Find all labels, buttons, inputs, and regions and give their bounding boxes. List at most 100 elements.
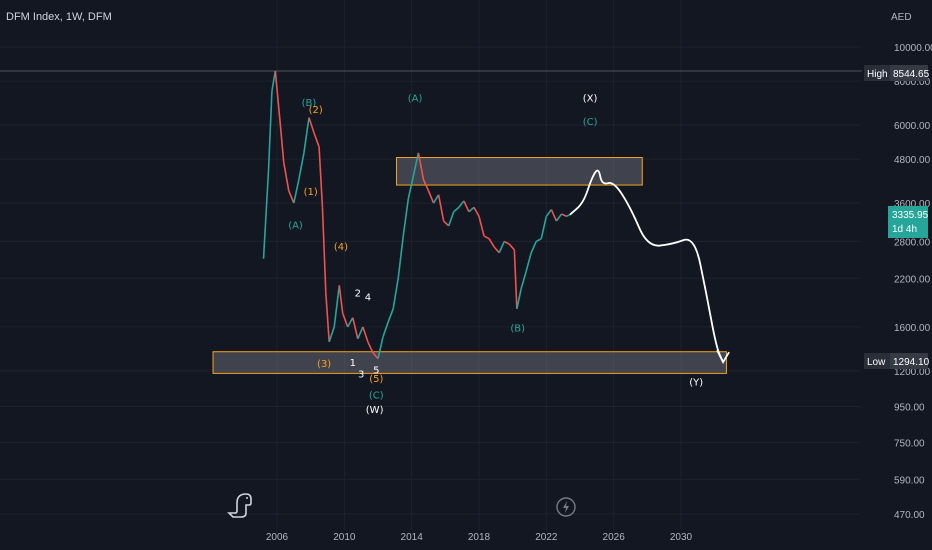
projection-line: [569, 169, 724, 363]
countdown-label: 1d 4h: [892, 224, 917, 235]
x-axis: 2006 2010 2014 2018 2022 2026 2030: [266, 532, 693, 543]
price-segment: [473, 206, 480, 217]
price-segment: [313, 132, 320, 148]
price-segment: [520, 271, 527, 290]
price-segment: [566, 213, 571, 218]
price-segment: [498, 241, 505, 254]
wave-label: 1: [350, 358, 356, 369]
price-segment: [503, 240, 510, 245]
price-segment: [550, 209, 558, 222]
x-tick-label: 2030: [670, 532, 693, 543]
price-segment: [478, 216, 485, 237]
price-segment: [338, 285, 344, 314]
y-tick-label: 1200.00: [894, 367, 931, 378]
price-segment: [561, 213, 567, 218]
wave-label: (C): [369, 391, 384, 402]
price-segment: [346, 317, 354, 328]
price-segment: [412, 152, 420, 177]
price-segment: [325, 292, 330, 342]
price-segment: [555, 213, 563, 222]
lightning-icon[interactable]: [556, 497, 576, 517]
x-tick-label: 2026: [603, 532, 626, 543]
price-segment: [397, 235, 405, 279]
projection-path: [569, 169, 730, 365]
wave-label: (A): [408, 93, 423, 104]
price-segment: [437, 194, 445, 222]
price-segment: [357, 326, 364, 340]
price-segment: [407, 175, 415, 200]
price-segment: [427, 190, 435, 204]
price-segment: [271, 70, 277, 92]
wave-label: (C): [583, 117, 598, 128]
price-segment: [483, 235, 490, 240]
price-segment: [488, 238, 495, 248]
high-badge: High 8544.65: [864, 65, 930, 81]
price-segment: [321, 207, 327, 293]
currency-label: AED: [891, 12, 912, 23]
price-segment: [422, 179, 430, 192]
zone-boxes: [212, 157, 727, 374]
wave-label: (Y): [689, 378, 703, 389]
low-badge: Low 1294.10: [864, 353, 930, 369]
price-segment: [318, 146, 324, 208]
wave-label: (A): [288, 220, 303, 231]
last-price-badge: 3335.95 1d 4h: [888, 206, 929, 238]
price-segment: [508, 243, 515, 251]
price-segment: [513, 249, 518, 309]
price-segment: [262, 168, 270, 259]
price-segment: [530, 241, 537, 254]
grid: [0, 0, 862, 530]
wave-label: (4): [334, 242, 348, 253]
price-segment: [535, 238, 542, 243]
y-tick-label: 590.00: [894, 475, 925, 486]
wave-label: 5: [373, 365, 379, 376]
price-segment: [525, 252, 532, 272]
x-tick-label: 2006: [266, 532, 289, 543]
x-tick-label: 2014: [401, 532, 424, 543]
y-tick-label: 950.00: [894, 403, 925, 414]
price-segment: [468, 206, 475, 213]
price-segment: [293, 179, 300, 204]
y-tick-label: 470.00: [894, 510, 925, 521]
wave-label: (3): [317, 359, 331, 370]
y-tick-label: 3600.00: [894, 199, 931, 210]
price-segment: [377, 336, 384, 359]
price-segment: [545, 209, 553, 217]
x-tick-label: 2018: [468, 532, 491, 543]
x-tick-label: 2010: [333, 532, 356, 543]
price-segment: [387, 308, 394, 323]
price-segment: [367, 341, 374, 354]
price-segment: [382, 321, 389, 338]
price-segment: [447, 211, 455, 227]
support-zone[interactable]: [212, 351, 727, 374]
price-segment: [328, 326, 335, 343]
price-segment: [372, 352, 379, 360]
wave-label: (W): [366, 405, 384, 416]
price-segment: [267, 90, 273, 169]
price-segment: [493, 246, 500, 254]
price-segment: [453, 206, 460, 213]
high-value: 8544.65: [893, 69, 930, 80]
y-tick-label: 2800.00: [894, 237, 931, 248]
price-segment: [282, 162, 290, 191]
price-segment: [274, 70, 282, 126]
price-segment: [463, 200, 470, 213]
y-tick-label: 8000.00: [894, 77, 931, 88]
x-tick-label: 2022: [535, 532, 558, 543]
price-segment: [303, 117, 310, 153]
wave-label: (B): [510, 324, 525, 335]
low-value: 1294.10: [893, 357, 930, 368]
y-tick-label: 6000.00: [894, 121, 931, 132]
resistance-zone[interactable]: [396, 157, 643, 186]
price-segment: [516, 288, 522, 310]
price-series: [262, 70, 571, 360]
price-segment: [458, 200, 465, 208]
wave-labels: (B)(2)(1)(A)(4)2 4(3) 13 5(5)(C)(W)(A)(B)(X…: [288, 93, 703, 416]
y-tick-label: 4800.00: [894, 155, 931, 166]
wave-label: (X): [583, 93, 598, 104]
price-segment: [341, 312, 349, 328]
price-segment: [443, 220, 450, 227]
price-segment: [402, 198, 410, 237]
dino-logo-icon: [227, 493, 252, 518]
